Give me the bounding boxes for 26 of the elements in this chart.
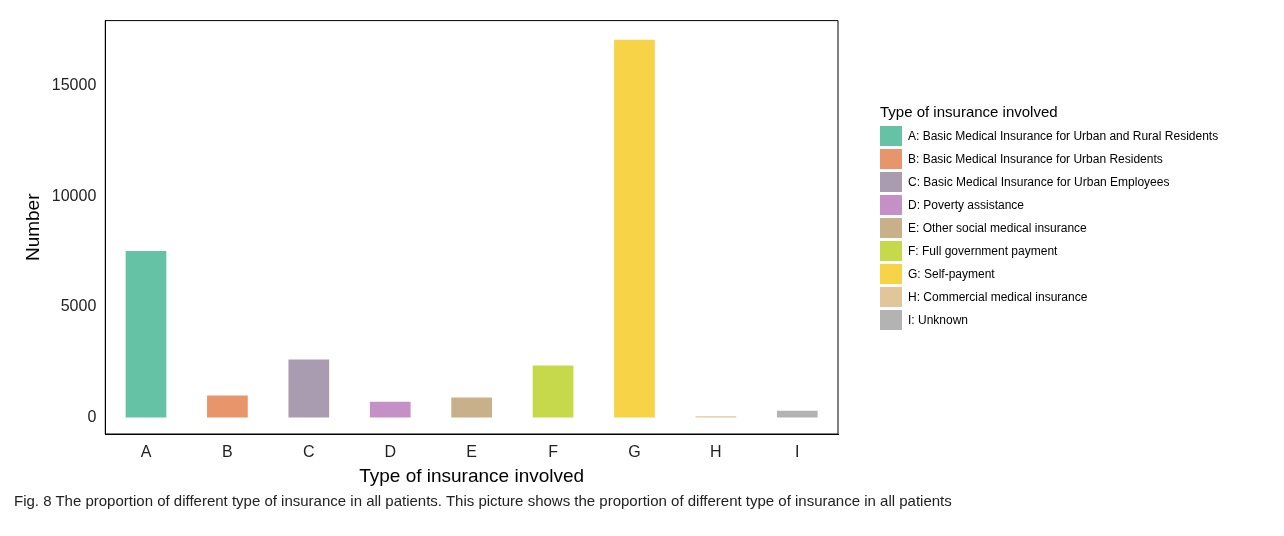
y-axis-title: Number: [21, 192, 43, 262]
y-tick-label: 10000: [51, 186, 97, 204]
legend-label: F: Full government payment: [908, 244, 1058, 258]
y-tick-label: 5000: [60, 297, 97, 315]
legend-label: I: Unknown: [908, 313, 969, 327]
x-tick-label: C: [303, 443, 315, 461]
x-tick-label: H: [710, 443, 722, 461]
x-tick-label: B: [222, 443, 233, 461]
legend-label: B: Basic Medical Insurance for Urban Residents: [908, 152, 1163, 166]
y-tick-label: 15000: [51, 76, 97, 94]
x-tick-label: G: [628, 443, 641, 461]
x-tick-label: I: [795, 443, 800, 461]
x-tick-label: D: [384, 443, 397, 461]
legend-label: E: Other social medical insurance: [908, 221, 1087, 235]
y-tick-label: 0: [87, 407, 97, 425]
legend-label: G: Self-payment: [908, 267, 995, 281]
legend-label: D: Poverty assistance: [908, 198, 1025, 212]
x-tick-label: A: [140, 443, 152, 461]
legend-title: Type of insurance involved: [880, 103, 1059, 120]
x-tick-label: F: [548, 443, 559, 461]
x-tick-label: E: [466, 443, 477, 461]
legend-label: H: Commercial medical insurance: [908, 290, 1088, 304]
legend-label: A: Basic Medical Insurance for Urban and Rural Residents: [908, 129, 1219, 143]
caption: Fig. 8 The proportion of different type of insurance in all patients. This picture shows the proportion of different type of insurance in all patients: [13, 491, 953, 511]
legend-label: C: Basic Medical Insurance for Urban Employees: [908, 175, 1170, 189]
x-axis-title: Type of insurance involved: [359, 464, 585, 486]
